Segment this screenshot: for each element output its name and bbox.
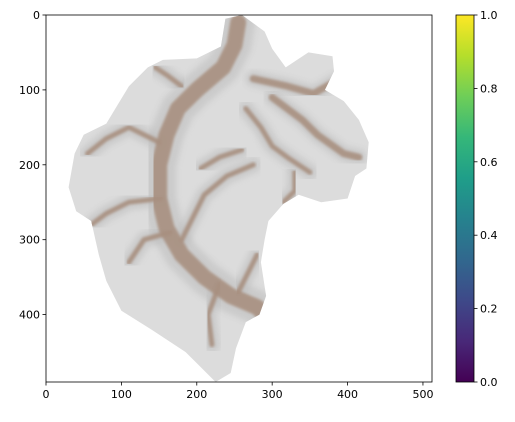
y-tick-label: 300 xyxy=(19,234,40,247)
tributary-channel xyxy=(235,252,260,295)
colorbar-tick-label: 1.0 xyxy=(480,9,498,22)
tributary-channel xyxy=(268,93,363,161)
y-tick-label: 100 xyxy=(19,84,40,97)
x-axis: 0 100 200 300 400 500 xyxy=(43,382,433,401)
x-tick-label: 300 xyxy=(262,388,283,401)
colorbar-tick-label: 0.6 xyxy=(480,156,498,169)
colorbar-axis: 0.0 0.2 0.4 0.6 0.8 1.0 xyxy=(474,9,498,389)
y-tick-label: 400 xyxy=(19,309,40,322)
colorbar-tick-label: 0.8 xyxy=(480,82,498,95)
y-tick-label: 200 xyxy=(19,159,40,172)
colorbar: 0.0 0.2 0.4 0.6 0.8 1.0 xyxy=(455,9,498,389)
colorbar-gradient xyxy=(456,15,474,382)
river-channels xyxy=(85,15,367,348)
colorbar-tick-label: 0.4 xyxy=(480,229,498,242)
tributary-channel xyxy=(281,169,298,205)
plot-area xyxy=(45,14,433,383)
plot-frame xyxy=(45,14,433,383)
colorbar-frame xyxy=(455,14,475,383)
y-tick-label: 0 xyxy=(33,9,40,22)
colorbar-tick-label: 0.0 xyxy=(480,376,498,389)
tributary-channel xyxy=(85,124,162,157)
tributary-channel xyxy=(126,229,173,265)
x-tick-label: 100 xyxy=(111,388,132,401)
x-tick-label: 200 xyxy=(186,388,207,401)
tributary-channel xyxy=(243,106,313,175)
main-channel xyxy=(151,15,273,323)
x-tick-label: 400 xyxy=(337,388,358,401)
y-axis: 0 100 200 300 400 xyxy=(19,9,46,322)
x-tick-label: 500 xyxy=(412,388,433,401)
tributary-channel xyxy=(179,162,256,243)
tributary-channel xyxy=(198,147,245,171)
tributary-channel xyxy=(205,282,222,348)
x-tick-label: 0 xyxy=(43,388,50,401)
terrain-image xyxy=(68,15,369,382)
tributary-channel xyxy=(152,64,185,89)
colorbar-tick-label: 0.2 xyxy=(480,303,498,316)
tributary-channel xyxy=(88,196,164,228)
